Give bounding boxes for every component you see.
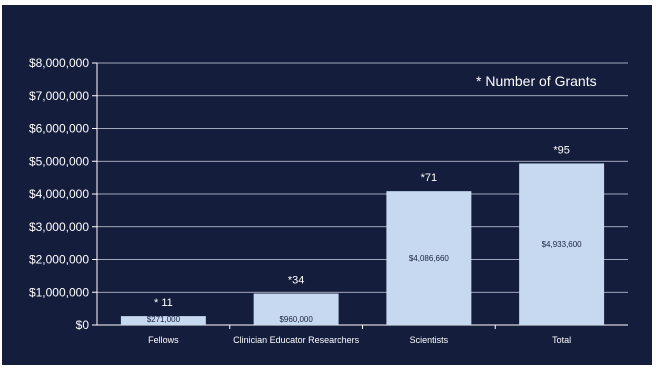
y-tick-label: $6,000,000: [29, 122, 89, 136]
category-label: Total: [552, 335, 571, 345]
bar-value-label: $271,000: [147, 315, 181, 324]
grant-count-label: *71: [421, 172, 438, 184]
y-tick-label: $3,000,000: [29, 220, 89, 234]
y-tick-label: $4,000,000: [29, 187, 89, 201]
y-tick-label: $2,000,000: [29, 253, 89, 267]
y-tick-label: $0: [76, 318, 90, 332]
category-label: Clinician Educator Researchers: [233, 335, 360, 345]
bar: [253, 293, 339, 325]
y-tick-label: $5,000,000: [29, 154, 89, 168]
bar-value-label: $960,000: [279, 315, 313, 324]
y-tick-label: $8,000,000: [29, 56, 89, 70]
category-label: Fellows: [148, 335, 179, 345]
bar-value-label: $4,933,600: [542, 240, 583, 249]
grant-count-label: * 11: [154, 297, 173, 309]
bar-value-label: $4,086,660: [409, 254, 450, 263]
y-tick-label: $7,000,000: [29, 89, 89, 103]
category-label: Scientists: [410, 335, 449, 345]
bar: [120, 316, 206, 325]
grant-count-label: *95: [553, 144, 570, 156]
grant-count-label: *34: [288, 275, 305, 287]
grant-count-note: * Number of Grants: [476, 73, 597, 89]
y-tick-label: $1,000,000: [29, 285, 89, 299]
bar: [519, 163, 605, 325]
bar: [386, 191, 472, 325]
